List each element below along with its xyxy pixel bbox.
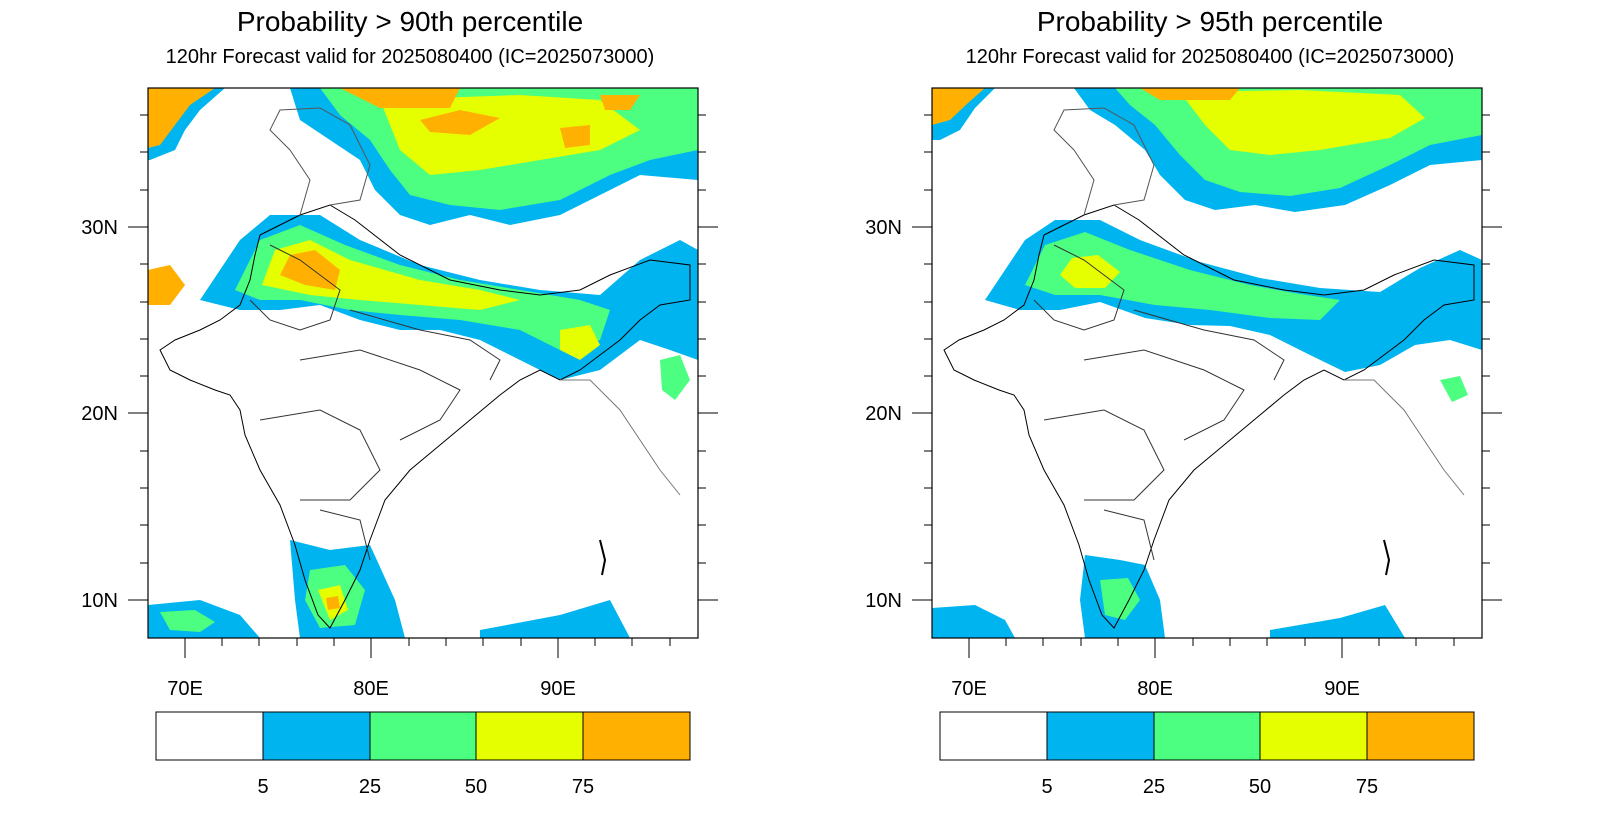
colorbar-bin-2 — [1153, 711, 1261, 761]
colorbar — [939, 711, 1475, 761]
lon-label-70e: 70E — [951, 678, 987, 700]
colorbar-label-75: 75 — [572, 776, 594, 798]
colorbar — [155, 711, 691, 761]
lon-label-70e: 70E — [167, 678, 203, 700]
panel-90th: Probability > 90th percentile 120hr Fore… — [81, 6, 718, 798]
india-boundary — [943, 107, 1475, 629]
lat-label-10n: 10N — [865, 590, 902, 612]
lat-label-20n: 20N — [865, 403, 902, 425]
colorbar-bin-1 — [1046, 711, 1155, 761]
colorbar-label-25: 25 — [359, 776, 381, 798]
colorbar-bin-4 — [582, 711, 691, 761]
india-boundary — [159, 107, 691, 629]
map-plot: 30N 20N 10N 70E 80E 90E 5 25 50 75 — [865, 87, 1502, 798]
panel-95th: Probability > 95th percentile 120hr Fore… — [800, 0, 1600, 820]
colorbar-label-75: 75 — [1356, 776, 1378, 798]
colorbar-bin-1 — [262, 711, 371, 761]
colorbar-label-5: 5 — [1041, 776, 1052, 798]
lon-label-80e: 80E — [353, 678, 389, 700]
panel-subtitle: 120hr Forecast valid for 2025080400 (IC=… — [165, 46, 655, 68]
lat-label-10n: 10N — [81, 590, 118, 612]
probability-field — [148, 88, 698, 638]
colorbar-bin-3 — [1259, 711, 1368, 761]
map-frame — [931, 87, 1483, 639]
map-plot: 30N 20N 10N 70E 80E 90E 5 25 50 75 — [81, 87, 718, 798]
lat-label-20n: 20N — [81, 403, 118, 425]
panel-title: Probability > 95th percentile — [1036, 6, 1384, 37]
panel-subtitle: 120hr Forecast valid for 2025080400 (IC=… — [965, 46, 1455, 68]
colorbar-label-50: 50 — [465, 776, 487, 798]
lat-label-30n: 30N — [865, 217, 902, 239]
colorbar-bin-0 — [939, 711, 1048, 761]
colorbar-label-25: 25 — [1143, 776, 1165, 798]
lon-label-90e: 90E — [540, 678, 576, 700]
probability-field — [932, 88, 1482, 638]
colorbar-bin-0 — [155, 711, 264, 761]
colorbar-label-5: 5 — [257, 776, 268, 798]
lat-label-30n: 30N — [81, 217, 118, 239]
colorbar-bin-2 — [369, 711, 477, 761]
map-frame — [147, 87, 699, 639]
colorbar-bin-4 — [1366, 711, 1475, 761]
lon-label-80e: 80E — [1137, 678, 1173, 700]
colorbar-label-50: 50 — [1249, 776, 1271, 798]
colorbar-bin-3 — [475, 711, 584, 761]
panel-title: Probability > 90th percentile — [236, 6, 584, 37]
lon-label-90e: 90E — [1324, 678, 1360, 700]
